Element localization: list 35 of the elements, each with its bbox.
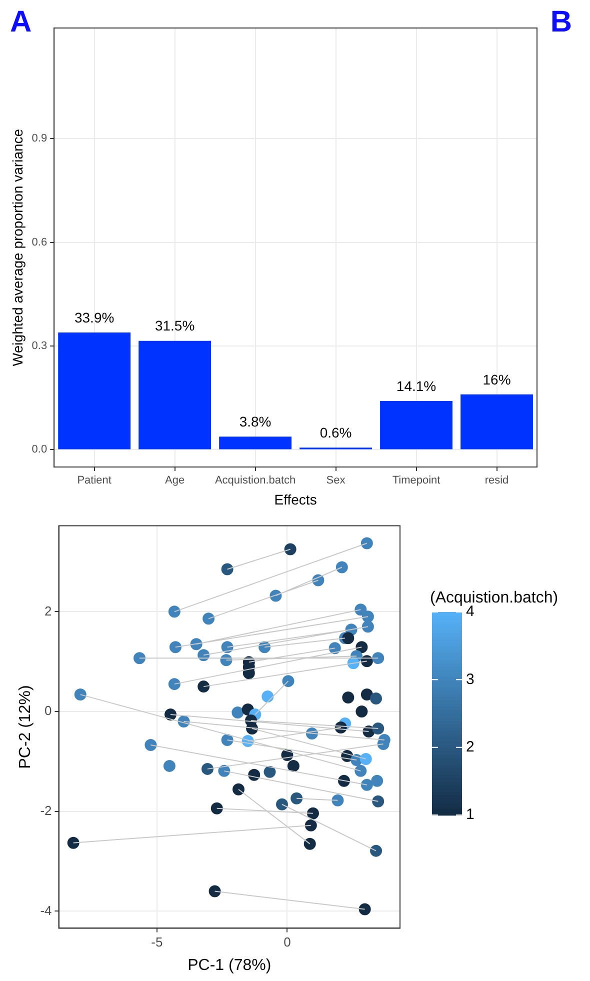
bar	[138, 340, 212, 450]
x-tick-label: Patient	[77, 474, 112, 487]
x-tick-label: Age	[165, 474, 185, 487]
color-bar-label: 2	[466, 738, 474, 756]
y-tick-label: -2	[40, 802, 52, 818]
y-tick-label: 0.9	[32, 132, 48, 145]
x-tick-label: -5	[151, 934, 163, 950]
y-axis-title: PC-2 (12%)	[17, 685, 34, 769]
data-label: 31.5%	[154, 318, 195, 334]
y-tick-label: 0	[44, 703, 52, 718]
bar	[219, 436, 292, 450]
data-label: 16%	[482, 371, 511, 388]
color-bar-label: 1	[466, 806, 474, 824]
x-tick-label: resid	[484, 474, 509, 487]
text: A	[10, 5, 32, 38]
color-bar-label: 3	[466, 670, 474, 688]
y-axis-title: Weighted average proportion variance	[9, 128, 26, 366]
x-axis-title: PC-1 (78%)	[188, 956, 272, 974]
bar	[58, 332, 131, 450]
y-tick-label: -4	[40, 902, 52, 918]
y-tick-label: 0.3	[32, 340, 48, 352]
y-tick-label: 2	[44, 603, 52, 618]
x-tick-label: Timepoint	[392, 474, 440, 487]
y-tick-label: 0.0	[32, 444, 48, 456]
y-tick-label: 0.6	[32, 236, 48, 248]
x-tick-label: Sex	[326, 474, 346, 487]
data-label: 3.8%	[239, 413, 272, 430]
text: B	[550, 5, 572, 38]
data-label: 14.1%	[396, 378, 436, 394]
data-label: 33.9%	[74, 309, 114, 326]
bar	[460, 394, 533, 450]
x-tick-label: Acquistion.batch	[214, 474, 296, 487]
x-axis-title: Effects	[274, 491, 317, 508]
bar	[380, 400, 452, 450]
data-label: 0.6%	[320, 424, 352, 440]
